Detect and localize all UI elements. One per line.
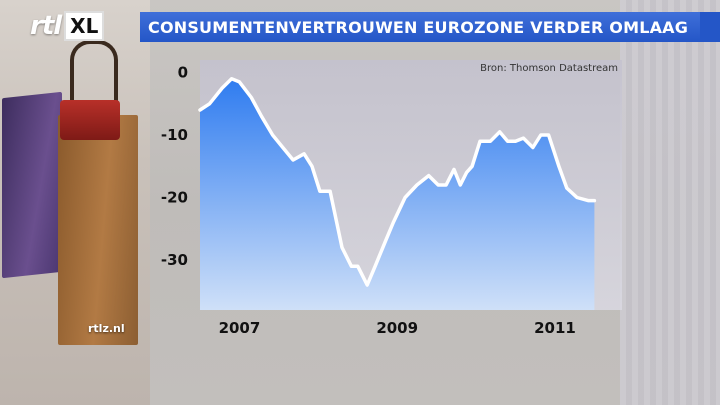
x-tick-label: 2007 xyxy=(219,319,261,337)
rtl-xl-logo: rtl XL xyxy=(30,11,105,41)
series-line xyxy=(198,77,597,287)
y-tick-label: -10 xyxy=(161,126,188,144)
title-bar-accent xyxy=(700,12,720,42)
background-photo xyxy=(0,0,150,405)
chart-title: CONSUMENTENVERTROUWEN EUROZONE VERDER OM… xyxy=(148,17,689,37)
channel-tag: rtlz.nl xyxy=(88,322,125,335)
background-stripes xyxy=(620,0,720,405)
y-tick-label: -20 xyxy=(161,189,188,207)
x-tick-label: 2009 xyxy=(376,319,418,337)
x-axis-ticks: 2007 2009 2011 xyxy=(219,319,576,337)
logo-xl-text: XL xyxy=(64,11,105,41)
bag-handle-shape xyxy=(70,40,118,124)
logo-rtl-text: rtl xyxy=(30,11,62,41)
y-axis-ticks: 0 -10 -20 -30 xyxy=(161,64,188,270)
red-bag-shape xyxy=(60,100,120,140)
x-tick-label: 2011 xyxy=(534,319,576,337)
source-note: Bron: Thomson Datastream xyxy=(480,63,618,74)
title-bar: CONSUMENTENVERTROUWEN EUROZONE VERDER OM… xyxy=(140,12,700,42)
brown-bag-shape xyxy=(58,115,138,345)
y-tick-label: 0 xyxy=(178,64,188,82)
y-tick-label: -30 xyxy=(161,251,188,269)
